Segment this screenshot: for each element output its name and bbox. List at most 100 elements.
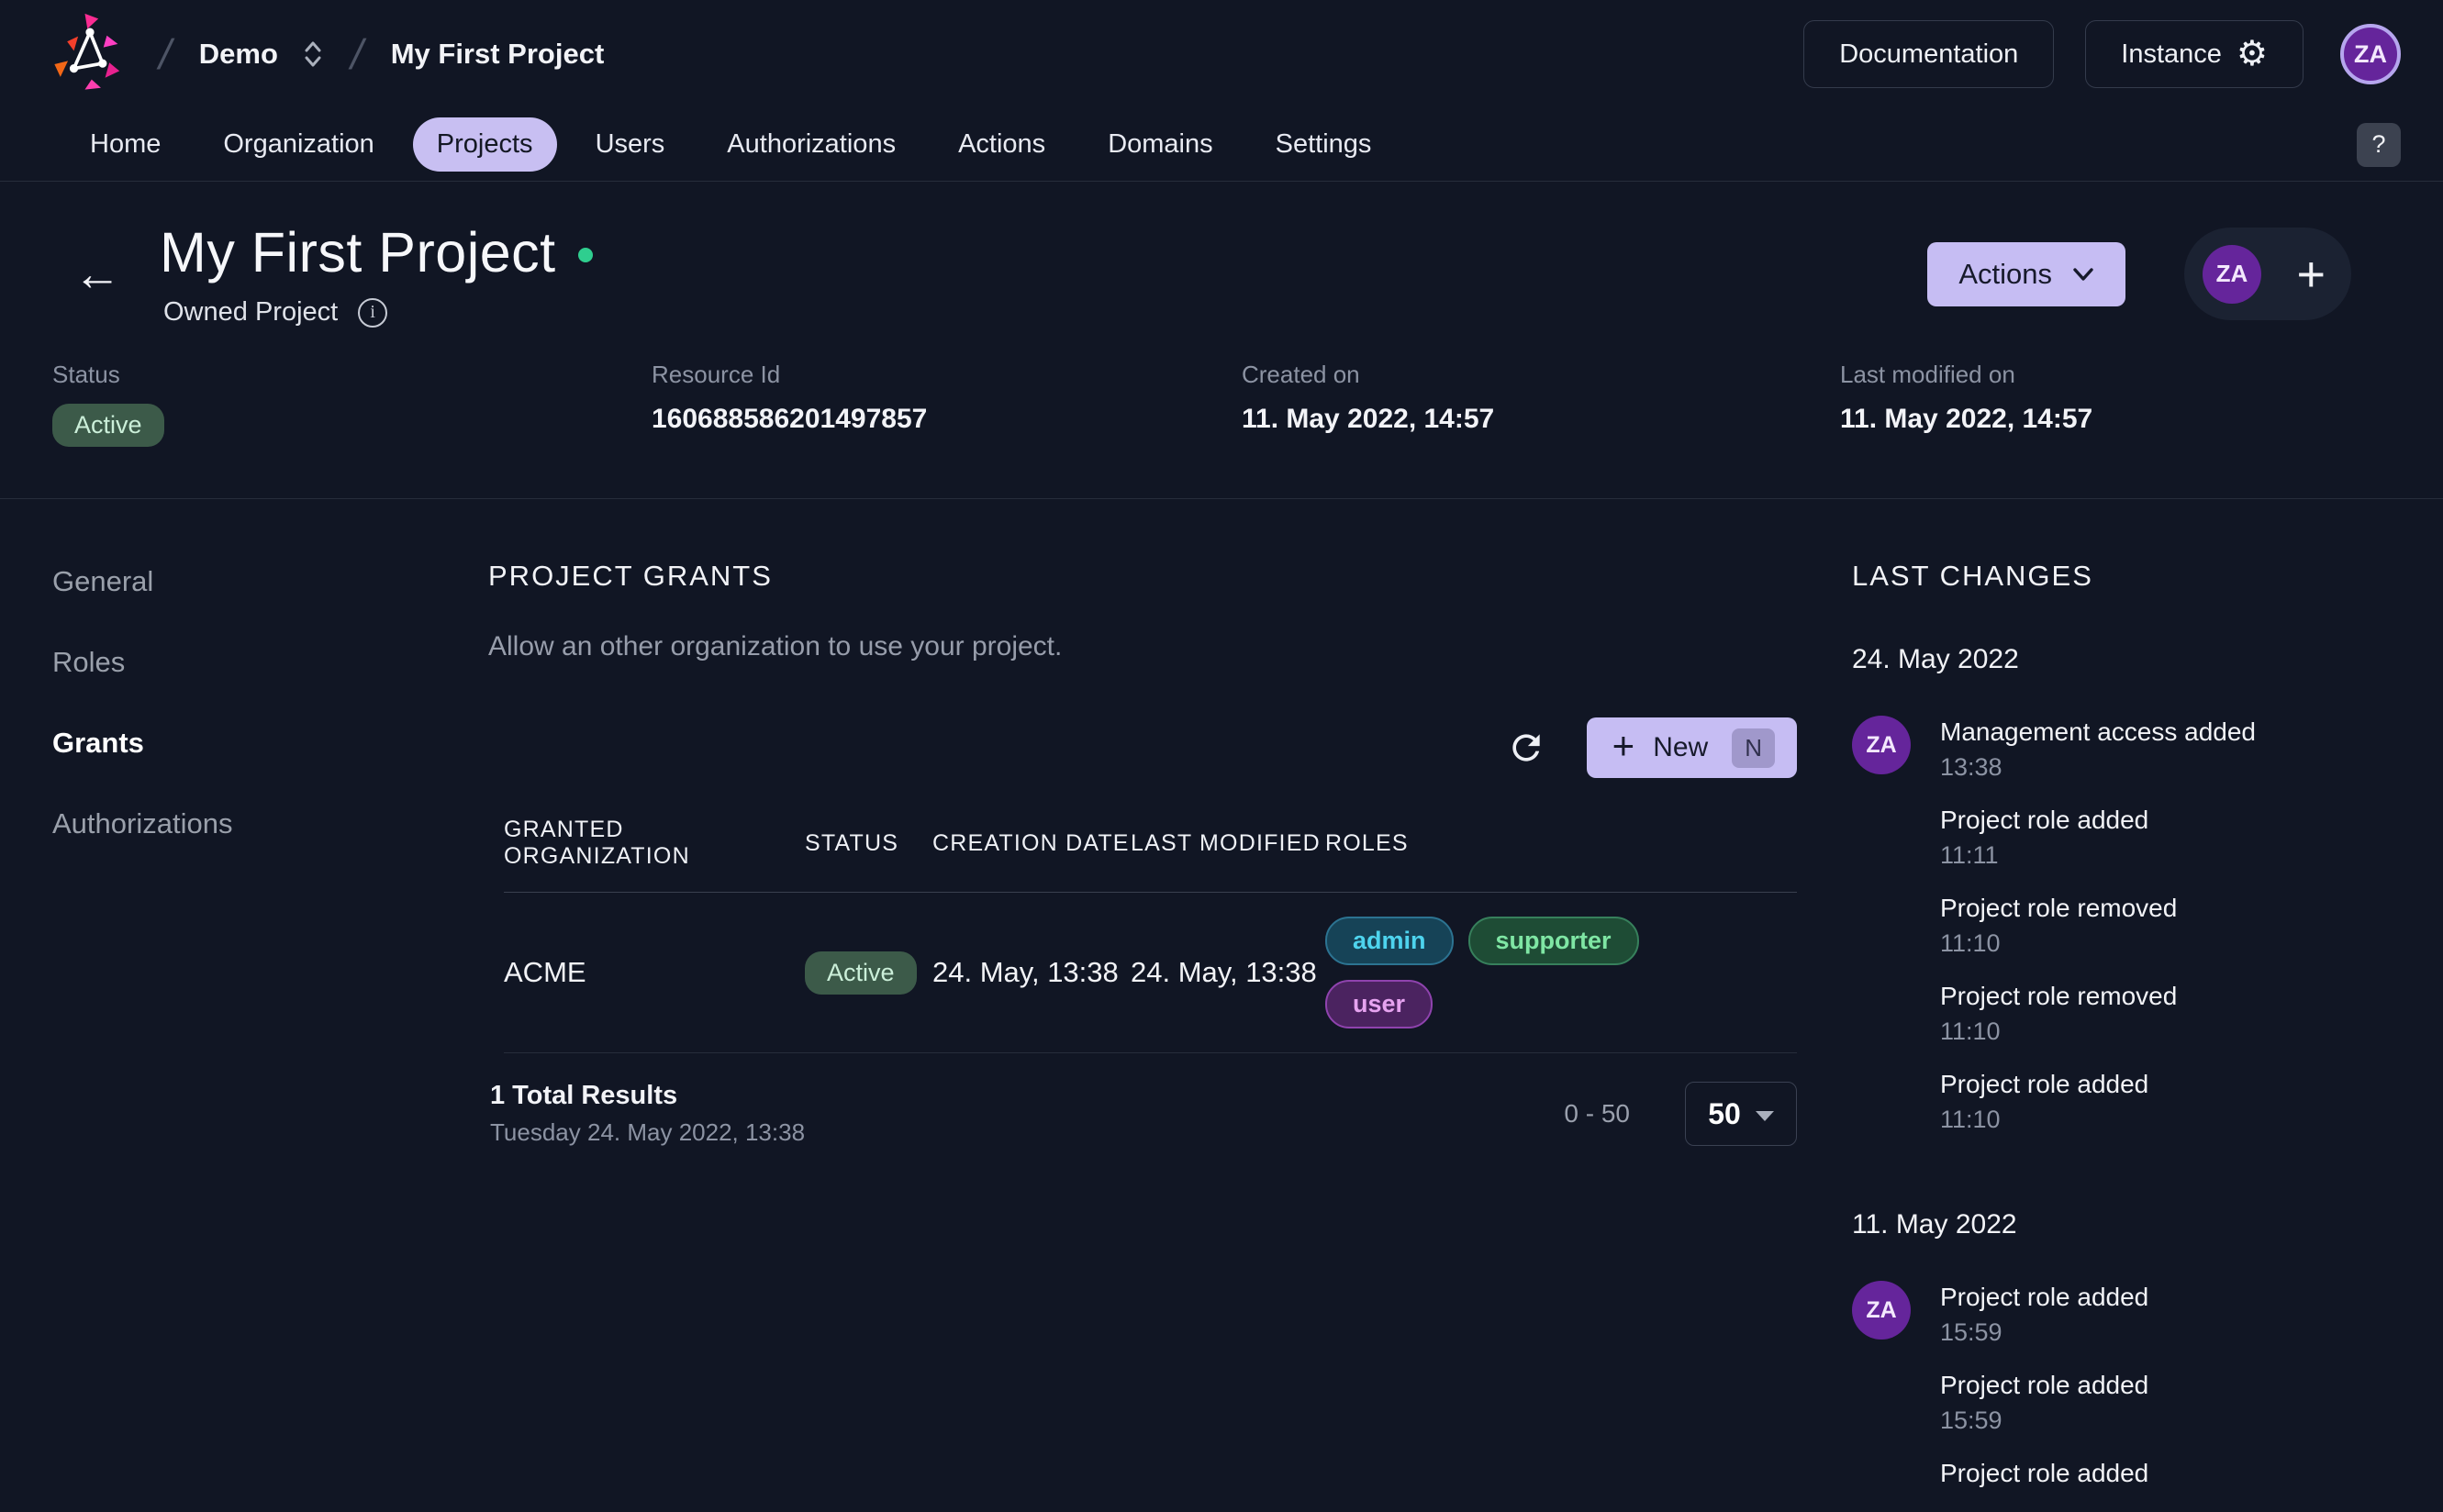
new-grant-button[interactable]: + New N [1586,717,1797,778]
user-avatar[interactable]: ZA [2340,24,2401,84]
documentation-button[interactable]: Documentation [1803,20,2055,88]
col-creation-date: CREATION DATE [932,829,1130,856]
help-button[interactable]: ? [2357,122,2401,167]
change-event: Project role removed 11:10 [1940,982,2256,1046]
status-badge: Active [52,404,164,447]
page-size-select[interactable]: 50 [1685,1082,1797,1146]
change-event: Project role added 15:59 [1940,1283,2148,1347]
last-changes-panel: LAST CHANGES 24. May 2022 ZA Management … [1797,499,2443,1512]
contributor-avatar[interactable]: ZA [2203,244,2261,304]
modified-value: 11. May 2022, 14:57 [1840,404,2093,434]
change-event-label: Project role removed [1940,894,2178,922]
grants-toolbar: + New N [488,717,1797,778]
back-arrow-icon[interactable]: ← [73,247,121,301]
sidebar-item-authorizations[interactable]: Authorizations [52,807,233,839]
table-header: GRANTED ORGANIZATION STATUS CREATION DAT… [504,817,1797,893]
tab-users[interactable]: Users [595,129,665,159]
change-event-label: Project role added [1940,1070,2149,1098]
changes-date: 24. May 2022 [1852,644,2019,674]
col-last-modified: LAST MODIFIED [1131,829,1321,856]
table-footer: 1 Total Results Tuesday 24. May 2022, 13… [488,1081,1797,1147]
col-granted-organization: GRANTED ORGANIZATION [504,817,690,869]
plus-icon: + [1612,724,1635,767]
change-event: Project role added [1940,1459,2148,1488]
role-badge-admin: admin [1325,917,1454,965]
changes-group: ZA Project role added 15:59 Project role… [1852,1281,2406,1512]
change-event: Project role added 11:10 [1940,1070,2256,1134]
cell-modified: 24. May, 13:38 [1131,956,1317,988]
breadcrumb-project[interactable]: My First Project [390,38,605,70]
meta-status: Status Active [52,361,652,447]
resource-id-value: 160688586201497857 [652,404,928,434]
refresh-icon [1512,734,1540,762]
zitadel-logo-icon[interactable] [48,12,132,96]
cell-created: 24. May, 13:38 [932,956,1119,988]
role-badge-supporter: supporter [1467,917,1639,965]
grants-description: Allow an other organization to use your … [488,631,1063,662]
active-state-dot-icon [577,248,593,262]
gear-icon: ⚙ [2236,35,2268,73]
tab-authorizations[interactable]: Authorizations [727,129,897,159]
table-row[interactable]: ACME Active 24. May, 13:38 24. May, 13:3… [504,893,1797,1053]
grants-title: PROJECT GRANTS [488,560,773,592]
tab-domains[interactable]: Domains [1108,129,1213,159]
sidebar-item-roles[interactable]: Roles [52,646,126,678]
add-contributor-icon[interactable]: + [2296,246,2326,302]
change-event-label: Project role added [1940,806,2149,834]
change-event-time: 11:10 [1940,1106,2001,1133]
page-size-value: 50 [1708,1096,1741,1130]
total-results: 1 Total Results [490,1081,678,1110]
grants-table: GRANTED ORGANIZATION STATUS CREATION DAT… [504,817,1797,1053]
change-event-time: 15:59 [1940,1406,2002,1434]
col-roles: ROLES [1325,829,1409,856]
tab-projects[interactable]: Projects [412,117,557,172]
meta-resource-id: Resource Id 160688586201497857 [652,361,1242,447]
contributors-pill: ZA + [2184,228,2351,320]
tab-actions[interactable]: Actions [958,129,1046,159]
org-switcher[interactable]: Demo [199,38,324,71]
meta-created: Created on 11. May 2022, 14:57 [1242,361,1840,447]
change-event-label: Project role added [1940,1459,2149,1487]
modified-label: Last modified on [1840,361,2015,388]
resource-id-label: Resource Id [652,361,781,388]
main-nav: Home Organization Projects Users Authori… [0,108,2443,182]
sidebar-item-grants[interactable]: Grants [52,727,144,759]
breadcrumb-separator: / [154,30,177,78]
page-header: ← My First Project Owned Project i Actio… [0,182,2443,328]
change-event-label: Project role added [1940,1371,2149,1399]
change-event-time: 11:10 [1940,1017,2001,1045]
role-badge-user: user [1325,980,1433,1028]
unfold-more-icon [305,41,321,67]
tab-home[interactable]: Home [90,129,162,159]
change-event-time: 11:10 [1940,929,2001,957]
row-status-badge: Active [805,951,917,995]
change-event-label: Project role added [1940,1283,2149,1311]
info-icon[interactable]: i [358,297,388,328]
instance-button[interactable]: Instance ⚙ [2085,20,2304,88]
change-event: Project role removed 11:10 [1940,894,2256,958]
change-event: Management access added 13:38 [1940,717,2256,782]
project-meta: Status Active Resource Id 16068858620149… [0,328,2443,499]
page-title: My First Project [160,221,556,284]
tab-organization[interactable]: Organization [223,129,374,159]
changes-group: ZA Management access added 13:38 Project… [1852,716,2406,1158]
caret-down-icon [1755,1110,1774,1121]
change-event-label: Project role removed [1940,982,2178,1010]
instance-label: Instance [2121,39,2222,69]
actions-button[interactable]: Actions [1927,241,2125,306]
tab-settings[interactable]: Settings [1275,129,1372,159]
sidebar-item-general[interactable]: General [52,565,154,597]
refresh-button[interactable] [1506,728,1546,768]
created-label: Created on [1242,361,1360,388]
cell-org: ACME [504,956,586,988]
meta-modified: Last modified on 11. May 2022, 14:57 [1840,361,2406,447]
change-event-time: 15:59 [1940,1318,2002,1346]
change-avatar: ZA [1852,716,1911,774]
change-event-time: 11:11 [1940,841,1999,869]
chevron-down-icon [2073,267,2093,281]
change-avatar: ZA [1852,1281,1911,1340]
changes-date: 11. May 2022 [1852,1209,2017,1240]
change-event-time: 13:38 [1940,753,2002,781]
breadcrumb-separator: / [346,30,369,78]
change-event-label: Management access added [1940,717,2256,746]
